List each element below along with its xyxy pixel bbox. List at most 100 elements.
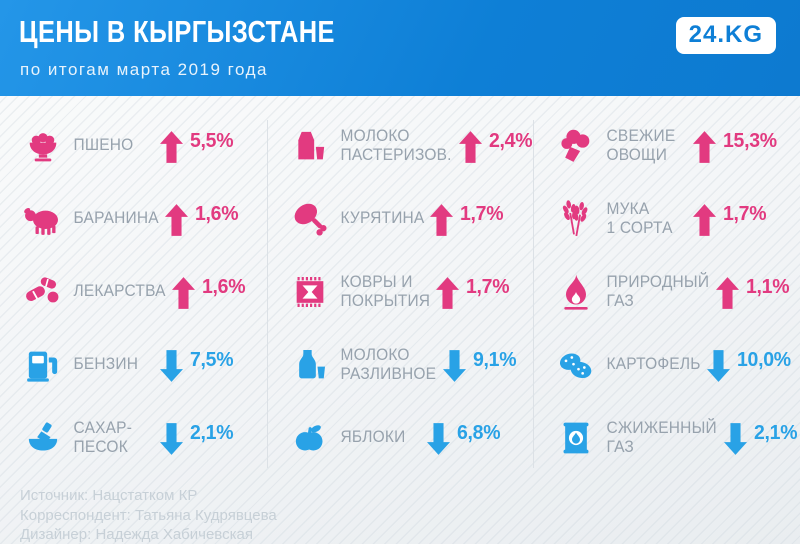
item-trend: 2,1% xyxy=(724,420,800,456)
price-item-medicines: ЛЕКАРСТВА 1,6% xyxy=(20,260,254,324)
price-item-carpets: КОВРЫ И ПОКРЫТИЯ 1,7% xyxy=(287,260,521,324)
item-change: 2,1% xyxy=(754,421,798,444)
column-divider xyxy=(533,120,534,468)
item-label: ЛЕКАРСТВА xyxy=(73,282,166,301)
apple-icon xyxy=(287,416,333,460)
milk-carton-icon xyxy=(287,124,333,168)
item-change: 15,3% xyxy=(723,129,777,152)
item-change: 6,8% xyxy=(457,421,501,444)
item-label: БЕНЗИН xyxy=(73,355,139,374)
item-trend: 5,5% xyxy=(160,128,254,164)
trend-arrow-down-icon xyxy=(724,422,748,456)
trend-arrow-down-icon xyxy=(707,349,731,383)
item-change: 5,5% xyxy=(190,129,234,152)
item-trend: 7,5% xyxy=(160,347,254,383)
item-trend: 6,8% xyxy=(427,420,521,456)
price-item-pasteurized-milk: МОЛОКО ПАСТЕРИЗОВ. 2,4% xyxy=(287,114,533,178)
page-title: ЦЕНЫ В КЫРГЫЗСТАНЕ xyxy=(19,14,335,49)
item-change: 1,7% xyxy=(460,202,504,225)
item-label: КОВРЫ И ПОКРЫТИЯ xyxy=(340,272,431,310)
trend-arrow-up-icon xyxy=(459,130,483,164)
price-item-natural-gas: ПРИРОДНЫЙ ГАЗ 1,1% xyxy=(553,260,790,324)
trend-arrow-down-icon xyxy=(160,349,183,383)
fuel-pump-icon xyxy=(20,343,66,387)
trend-arrow-up-icon xyxy=(430,203,454,237)
item-change: 1,1% xyxy=(746,275,790,298)
chicken-leg-icon xyxy=(287,197,333,241)
item-change: 10,0% xyxy=(737,348,791,371)
item-change: 1,6% xyxy=(201,275,246,298)
price-column-2: МОЛОКО ПАСТЕРИЗОВ. 2,4% КУРЯТИНА 1,7% КО… xyxy=(287,114,533,470)
item-label: ПРИРОДНЫЙ ГАЗ xyxy=(606,272,710,310)
item-trend: 1,1% xyxy=(716,274,800,310)
potatoes-icon xyxy=(553,343,599,387)
milk-bottle-icon xyxy=(287,343,333,387)
item-trend: 1,6% xyxy=(164,201,259,237)
trend-arrow-down-icon xyxy=(427,422,450,456)
trend-arrow-up-icon xyxy=(436,276,460,310)
item-trend: 10,0% xyxy=(707,347,800,383)
credit-correspondent: Корреспондент: Татьяна Кудрявцева xyxy=(20,506,277,524)
sugar-bowl-icon xyxy=(20,416,66,460)
item-label: МОЛОКО ПАСТЕРИЗОВ. xyxy=(340,126,452,164)
trend-arrow-down-icon xyxy=(442,349,466,383)
item-change: 1,7% xyxy=(466,275,510,298)
price-item-sugar: САХАР- ПЕСОК 2,1% xyxy=(20,406,254,470)
trend-arrow-up-icon xyxy=(171,276,195,310)
trend-arrow-up-icon xyxy=(693,130,716,164)
item-label: САХАР- ПЕСОК xyxy=(73,418,133,456)
item-trend: 2,1% xyxy=(160,420,254,456)
price-item-gasoline: БЕНЗИН 7,5% xyxy=(20,333,254,397)
trend-arrow-up-icon xyxy=(160,130,183,164)
item-label: МОЛОКО РАЗЛИВНОЕ xyxy=(340,345,437,383)
price-item-potatoes: КАРТОФЕЛЬ 10,0% xyxy=(553,333,791,397)
carpet-icon xyxy=(287,270,333,314)
wheat-icon xyxy=(553,197,599,241)
price-item-liquefied-gas: СЖИЖЕННЫЙ ГАЗ 2,1% xyxy=(553,406,798,470)
price-item-flour: МУКА 1 СОРТА 1,7% xyxy=(553,187,787,251)
price-column-1: ПШЕНО 5,5% БАРАНИНА 1,6% ЛЕКАРСТВА xyxy=(20,114,254,470)
item-trend: 1,7% xyxy=(436,274,530,310)
trend-arrow-down-icon xyxy=(160,422,183,456)
item-trend: 2,4% xyxy=(459,128,553,164)
item-label: ЯБЛОКИ xyxy=(340,428,406,447)
sheep-icon xyxy=(20,197,66,241)
item-change: 1,6% xyxy=(194,202,239,225)
item-label: СВЕЖИЕ ОВОЩИ xyxy=(606,126,676,164)
page-header: ЦЕНЫ В КЫРГЫЗСТАНЕ по итогам марта 2019 … xyxy=(0,0,800,96)
item-trend: 1,6% xyxy=(171,274,266,310)
pills-icon xyxy=(20,270,66,314)
gas-barrel-icon xyxy=(553,416,599,460)
price-item-millet: ПШЕНО 5,5% xyxy=(20,114,254,178)
credits-footer: Источник: Нацстатком КР Корреспондент: Т… xyxy=(20,486,277,544)
column-divider xyxy=(267,120,268,468)
price-item-chicken: КУРЯТИНА 1,7% xyxy=(287,187,521,251)
price-item-mutton: БАРАНИНА 1,6% xyxy=(20,187,254,251)
credit-designer: Дизайнер: Надежда Хабичевская xyxy=(20,526,253,543)
item-change: 2,1% xyxy=(190,421,234,444)
item-label: ПШЕНО xyxy=(73,136,134,155)
item-label: МУКА 1 СОРТА xyxy=(606,199,673,237)
price-item-apples: ЯБЛОКИ 6,8% xyxy=(287,406,521,470)
trend-arrow-up-icon xyxy=(693,203,716,237)
broccoli-icon xyxy=(553,124,599,168)
price-item-draft-milk: МОЛОКО РАЗЛИВНОЕ 9,1% xyxy=(287,333,521,397)
item-change: 9,1% xyxy=(472,348,517,371)
trend-arrow-up-icon xyxy=(164,203,188,237)
item-trend: 9,1% xyxy=(442,347,537,383)
page-subtitle: по итогам марта 2019 года xyxy=(20,60,268,79)
credit-source: Источник: Нацстатком КР xyxy=(20,487,198,504)
price-item-fresh-vegetables: СВЕЖИЕ ОВОЩИ 15,3% xyxy=(553,114,787,178)
item-trend: 1,7% xyxy=(693,201,787,237)
flame-icon xyxy=(553,270,599,314)
brand-logo-24kg: 24.KG xyxy=(675,17,776,54)
trend-arrow-up-icon xyxy=(716,276,740,310)
item-change: 2,4% xyxy=(489,129,533,152)
price-column-3: СВЕЖИЕ ОВОЩИ 15,3% МУКА 1 СОРТА 1,7% ПРИ… xyxy=(553,114,798,470)
item-label: СЖИЖЕННЫЙ ГАЗ xyxy=(606,418,717,456)
item-trend: 15,3% xyxy=(693,128,787,164)
millet-bowl-icon xyxy=(20,124,66,168)
item-label: БАРАНИНА xyxy=(73,209,159,228)
item-change: 1,7% xyxy=(723,202,767,225)
